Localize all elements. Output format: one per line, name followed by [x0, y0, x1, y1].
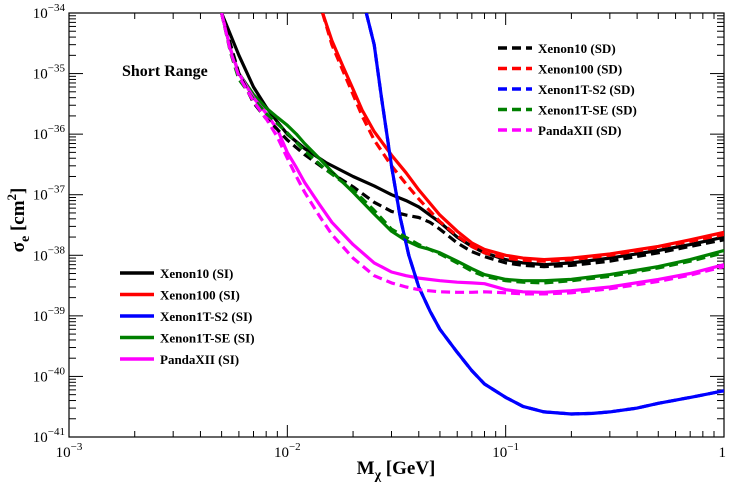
legend-label-xenon10-sd: Xenon10 (SD) [538, 41, 616, 56]
series-xenon10-si [220, 13, 724, 267]
y-tick-label-exp: −39 [48, 305, 66, 317]
x-tick-label-exp: −1 [507, 441, 519, 453]
series-xenon1t-s2-si [364, 13, 724, 416]
y-tick-label-exp: −35 [48, 63, 66, 75]
y-tick-label-exp: −37 [48, 184, 66, 196]
annotation-short-range: Short Range [122, 63, 208, 80]
y-tick-label-base: 10 [33, 430, 48, 446]
y-tick-label-base: 10 [33, 188, 48, 204]
y-tick-label: 10−37 [33, 184, 66, 204]
x-tick-label: 10−1 [492, 441, 519, 461]
legend-label-xenon1t-se-si: Xenon1T-SE (SI) [160, 331, 255, 346]
y-tick-label-exp: −40 [48, 365, 66, 377]
legend-label-xenon10-si: Xenon10 (SI) [160, 266, 233, 281]
y-axis-title-sub: e [18, 236, 33, 242]
y-tick-label-base: 10 [33, 248, 48, 264]
tick-labels: 10−3 10−2 10−1 110−4110−4010−3910−3810−3710… [33, 2, 726, 461]
x-tick-label-base: 1 [719, 445, 727, 461]
y-tick-label-exp: −36 [48, 123, 66, 135]
legend-label-pandaxii-sd: PandaXII (SD) [538, 123, 621, 138]
series-xenon100-sd [321, 13, 724, 263]
series-xenon1t-se-sd [220, 13, 724, 285]
legend-label-pandaxii-si: PandaXII (SI) [160, 352, 239, 367]
y-tick-label-base: 10 [33, 309, 48, 325]
legend-label-xenon100-si: Xenon100 (SI) [160, 288, 240, 303]
y-axis-title-open: [cm [8, 200, 29, 236]
y-tick-label-exp: −34 [48, 2, 66, 14]
legend-sd: Xenon10 (SD) Xenon100 (SD) Xenon1T-S2 (SD)… [498, 41, 637, 138]
legend-label-xenon100-sd: Xenon100 (SD) [538, 62, 622, 77]
legend-si: Xenon10 (SI) Xenon100 (SI) Xenon1T-S2 (SI)… [120, 266, 255, 367]
x-tick-label: 10−2 [274, 441, 301, 461]
axis-ticks [68, 13, 724, 438]
y-axis-title-close: ] [8, 188, 29, 194]
series-xenon10-sd [220, 13, 724, 269]
y-tick-label: 10−38 [33, 244, 66, 264]
y-tick-label-base: 10 [33, 6, 48, 22]
x-axis-title-sub: χ [374, 468, 382, 483]
y-axis-title-sup: 2 [4, 194, 19, 201]
y-tick-label-base: 10 [33, 67, 48, 83]
y-tick-label: 10−41 [33, 426, 65, 446]
x-tick-label-base: 10 [274, 445, 289, 461]
y-tick-label: 10−40 [33, 365, 66, 385]
legend-label-xenon1t-s2-si: Xenon1T-S2 (SI) [160, 309, 252, 324]
y-tick-label-exp: −41 [48, 426, 65, 438]
x-tick-label: 10−3 [56, 441, 83, 461]
y-tick-label: 10−36 [33, 123, 66, 143]
legend-label-xenon1t-s2-sd: Xenon1T-S2 (SD) [538, 82, 635, 97]
y-axis-title: σe [cm2] [4, 188, 33, 253]
x-tick-label-exp: −3 [71, 441, 83, 453]
x-axis-title: Mχ [GeV] [357, 458, 436, 483]
y-axis-title-main: σ [8, 241, 29, 252]
x-axis-title-rest: [GeV] [381, 458, 435, 479]
plot-frame [68, 12, 725, 438]
y-tick-label: 10−35 [33, 63, 66, 83]
x-tick-label: 1 [719, 445, 727, 461]
y-tick-label-base: 10 [33, 369, 48, 385]
x-axis-title-main: M [357, 458, 375, 479]
x-tick-label-base: 10 [492, 445, 507, 461]
y-tick-label: 10−34 [33, 2, 66, 22]
series-pandaxii-si [220, 13, 724, 294]
series-pandaxii-sd [220, 13, 724, 296]
y-tick-label: 10−39 [33, 305, 66, 325]
y-tick-label-base: 10 [33, 127, 48, 143]
legend-label-xenon1t-se-sd: Xenon1T-SE (SD) [538, 103, 637, 118]
x-tick-label-base: 10 [56, 445, 71, 461]
y-tick-label-exp: −38 [48, 244, 66, 256]
x-tick-label-exp: −2 [289, 441, 301, 453]
series-layer [220, 13, 724, 416]
